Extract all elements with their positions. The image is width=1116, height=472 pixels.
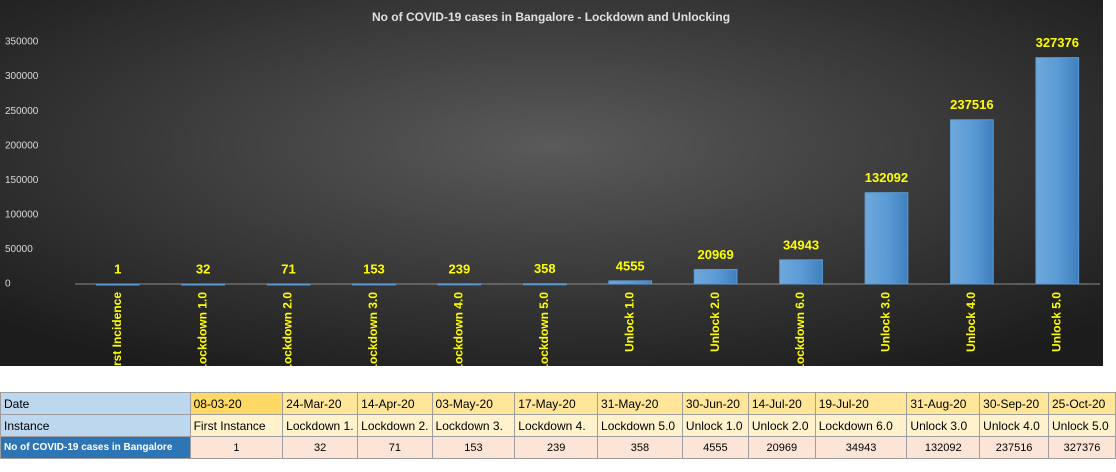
table-cell: Unlock 5.0 <box>1048 414 1116 437</box>
table-cell: 14-Jul-20 <box>747 392 816 415</box>
x-tick-label: Unlock 2.0 <box>708 292 722 352</box>
data-label: 239 <box>449 261 471 276</box>
table-cell: 25-Oct-20 <box>1048 392 1116 415</box>
table-cell: Lockdown 4. <box>514 414 599 437</box>
table-cell: 71 <box>357 436 433 459</box>
row-header: Date <box>0 392 191 415</box>
table-cell: 327376 <box>1048 436 1116 459</box>
table-cell: Lockdown 5.0 <box>597 414 683 437</box>
table-row: No of COVID-19 cases in Bangalore 1 32 71 15… <box>0 436 1116 459</box>
table-cell: Unlock 2.0 <box>747 414 816 437</box>
table-cell: 08-03-20 <box>189 392 284 415</box>
table-cell: 32 <box>282 436 359 459</box>
data-label: 153 <box>363 261 385 276</box>
y-tick-label: 200000 <box>5 140 39 151</box>
chart-background <box>0 0 1103 366</box>
table-cell: 153 <box>431 436 516 459</box>
table-cell: 239 <box>514 436 599 459</box>
x-tick-label: Unlock 4.0 <box>964 292 978 352</box>
table-cell: Unlock 3.0 <box>906 414 981 437</box>
data-label: 132092 <box>865 170 908 185</box>
x-tick-label: Lockdown 3.0 <box>366 292 380 366</box>
x-tick-label: Unlock 1.0 <box>622 292 636 352</box>
x-tick-label: Unlock 5.0 <box>1049 292 1063 352</box>
table-cell: 358 <box>597 436 683 459</box>
table-cell: 31-Aug-20 <box>906 392 981 415</box>
table-cell: 30-Jun-20 <box>681 392 749 415</box>
bar <box>522 283 567 286</box>
table-row: Instance First Instance Lockdown 1. Lockdow… <box>0 414 1116 437</box>
table-cell: Unlock 4.0 <box>979 414 1049 437</box>
x-tick-label: Lockdown 6.0 <box>793 292 807 366</box>
bar <box>779 259 823 285</box>
x-tick-label: First Incidence <box>110 292 124 366</box>
y-tick-label: 50000 <box>5 244 33 255</box>
bar <box>1035 57 1080 285</box>
bar <box>352 283 396 286</box>
table-cell: 4555 <box>681 436 749 459</box>
table-cell: Lockdown 3. <box>431 414 516 437</box>
x-tick-label: Lockdown 2.0 <box>281 292 295 366</box>
y-tick-label: 150000 <box>5 175 39 186</box>
row-header: Instance <box>0 414 191 437</box>
x-tick-label: Lockdown 4.0 <box>452 292 466 366</box>
data-label: 358 <box>534 261 556 276</box>
data-label: 327376 <box>1036 35 1079 50</box>
y-tick-label: 250000 <box>5 106 39 117</box>
data-label: 71 <box>281 261 295 276</box>
table-cell: Unlock 1.0 <box>681 414 749 437</box>
table-cell: 17-May-20 <box>514 392 599 415</box>
table-cell: Lockdown 1. <box>282 414 359 437</box>
bar <box>693 269 738 285</box>
bar <box>266 283 311 286</box>
bar <box>864 192 909 285</box>
table-cell: Lockdown 6.0 <box>814 414 908 437</box>
table-cell: 03-May-20 <box>431 392 516 415</box>
y-tick-label: 350000 <box>5 37 39 48</box>
data-label: 32 <box>196 261 210 276</box>
bar <box>181 283 225 286</box>
bar <box>95 283 140 286</box>
bar <box>437 283 482 286</box>
table-cell: 31-May-20 <box>597 392 683 415</box>
y-tick-label: 100000 <box>5 209 39 220</box>
table-cell: 132092 <box>906 436 981 459</box>
data-label: 4555 <box>616 258 645 273</box>
data-label: 20969 <box>698 247 734 262</box>
x-tick-label: Lockdown 1.0 <box>195 292 209 366</box>
data-table: Date 08-03-20 24-Mar-20 14-Apr-20 03-May-20 1… <box>0 392 1116 459</box>
x-tick-label: Unlock 3.0 <box>879 292 893 352</box>
table-cell: 20969 <box>747 436 816 459</box>
table-cell: 24-Mar-20 <box>282 392 359 415</box>
table-cell: First Instance <box>189 414 284 437</box>
bar <box>608 280 653 285</box>
data-label: 1 <box>114 261 121 276</box>
y-tick-label: 300000 <box>5 71 39 82</box>
y-tick-label: 0 <box>5 279 11 290</box>
table-cell: 30-Sep-20 <box>979 392 1049 415</box>
table-cell: 237516 <box>979 436 1049 459</box>
table-cell: 34943 <box>814 436 908 459</box>
chart-title: No of COVID-19 cases in Bangalore - Lock… <box>372 10 730 24</box>
table-row: Date 08-03-20 24-Mar-20 14-Apr-20 03-May-20 1… <box>0 392 1116 415</box>
bar <box>950 119 994 285</box>
table-cell: 19-Jul-20 <box>814 392 908 415</box>
x-tick-label: Lockdown 5.0 <box>537 292 551 366</box>
row-header: No of COVID-19 cases in Bangalore <box>0 436 191 459</box>
data-label: 237516 <box>950 97 993 112</box>
table-cell: 14-Apr-20 <box>357 392 433 415</box>
chart: No of COVID-19 cases in Bangalore - Lock… <box>0 0 1103 366</box>
table-cell: Lockdown 2. <box>357 414 433 437</box>
table-cell: 1 <box>189 436 284 459</box>
data-label: 34943 <box>783 237 819 252</box>
